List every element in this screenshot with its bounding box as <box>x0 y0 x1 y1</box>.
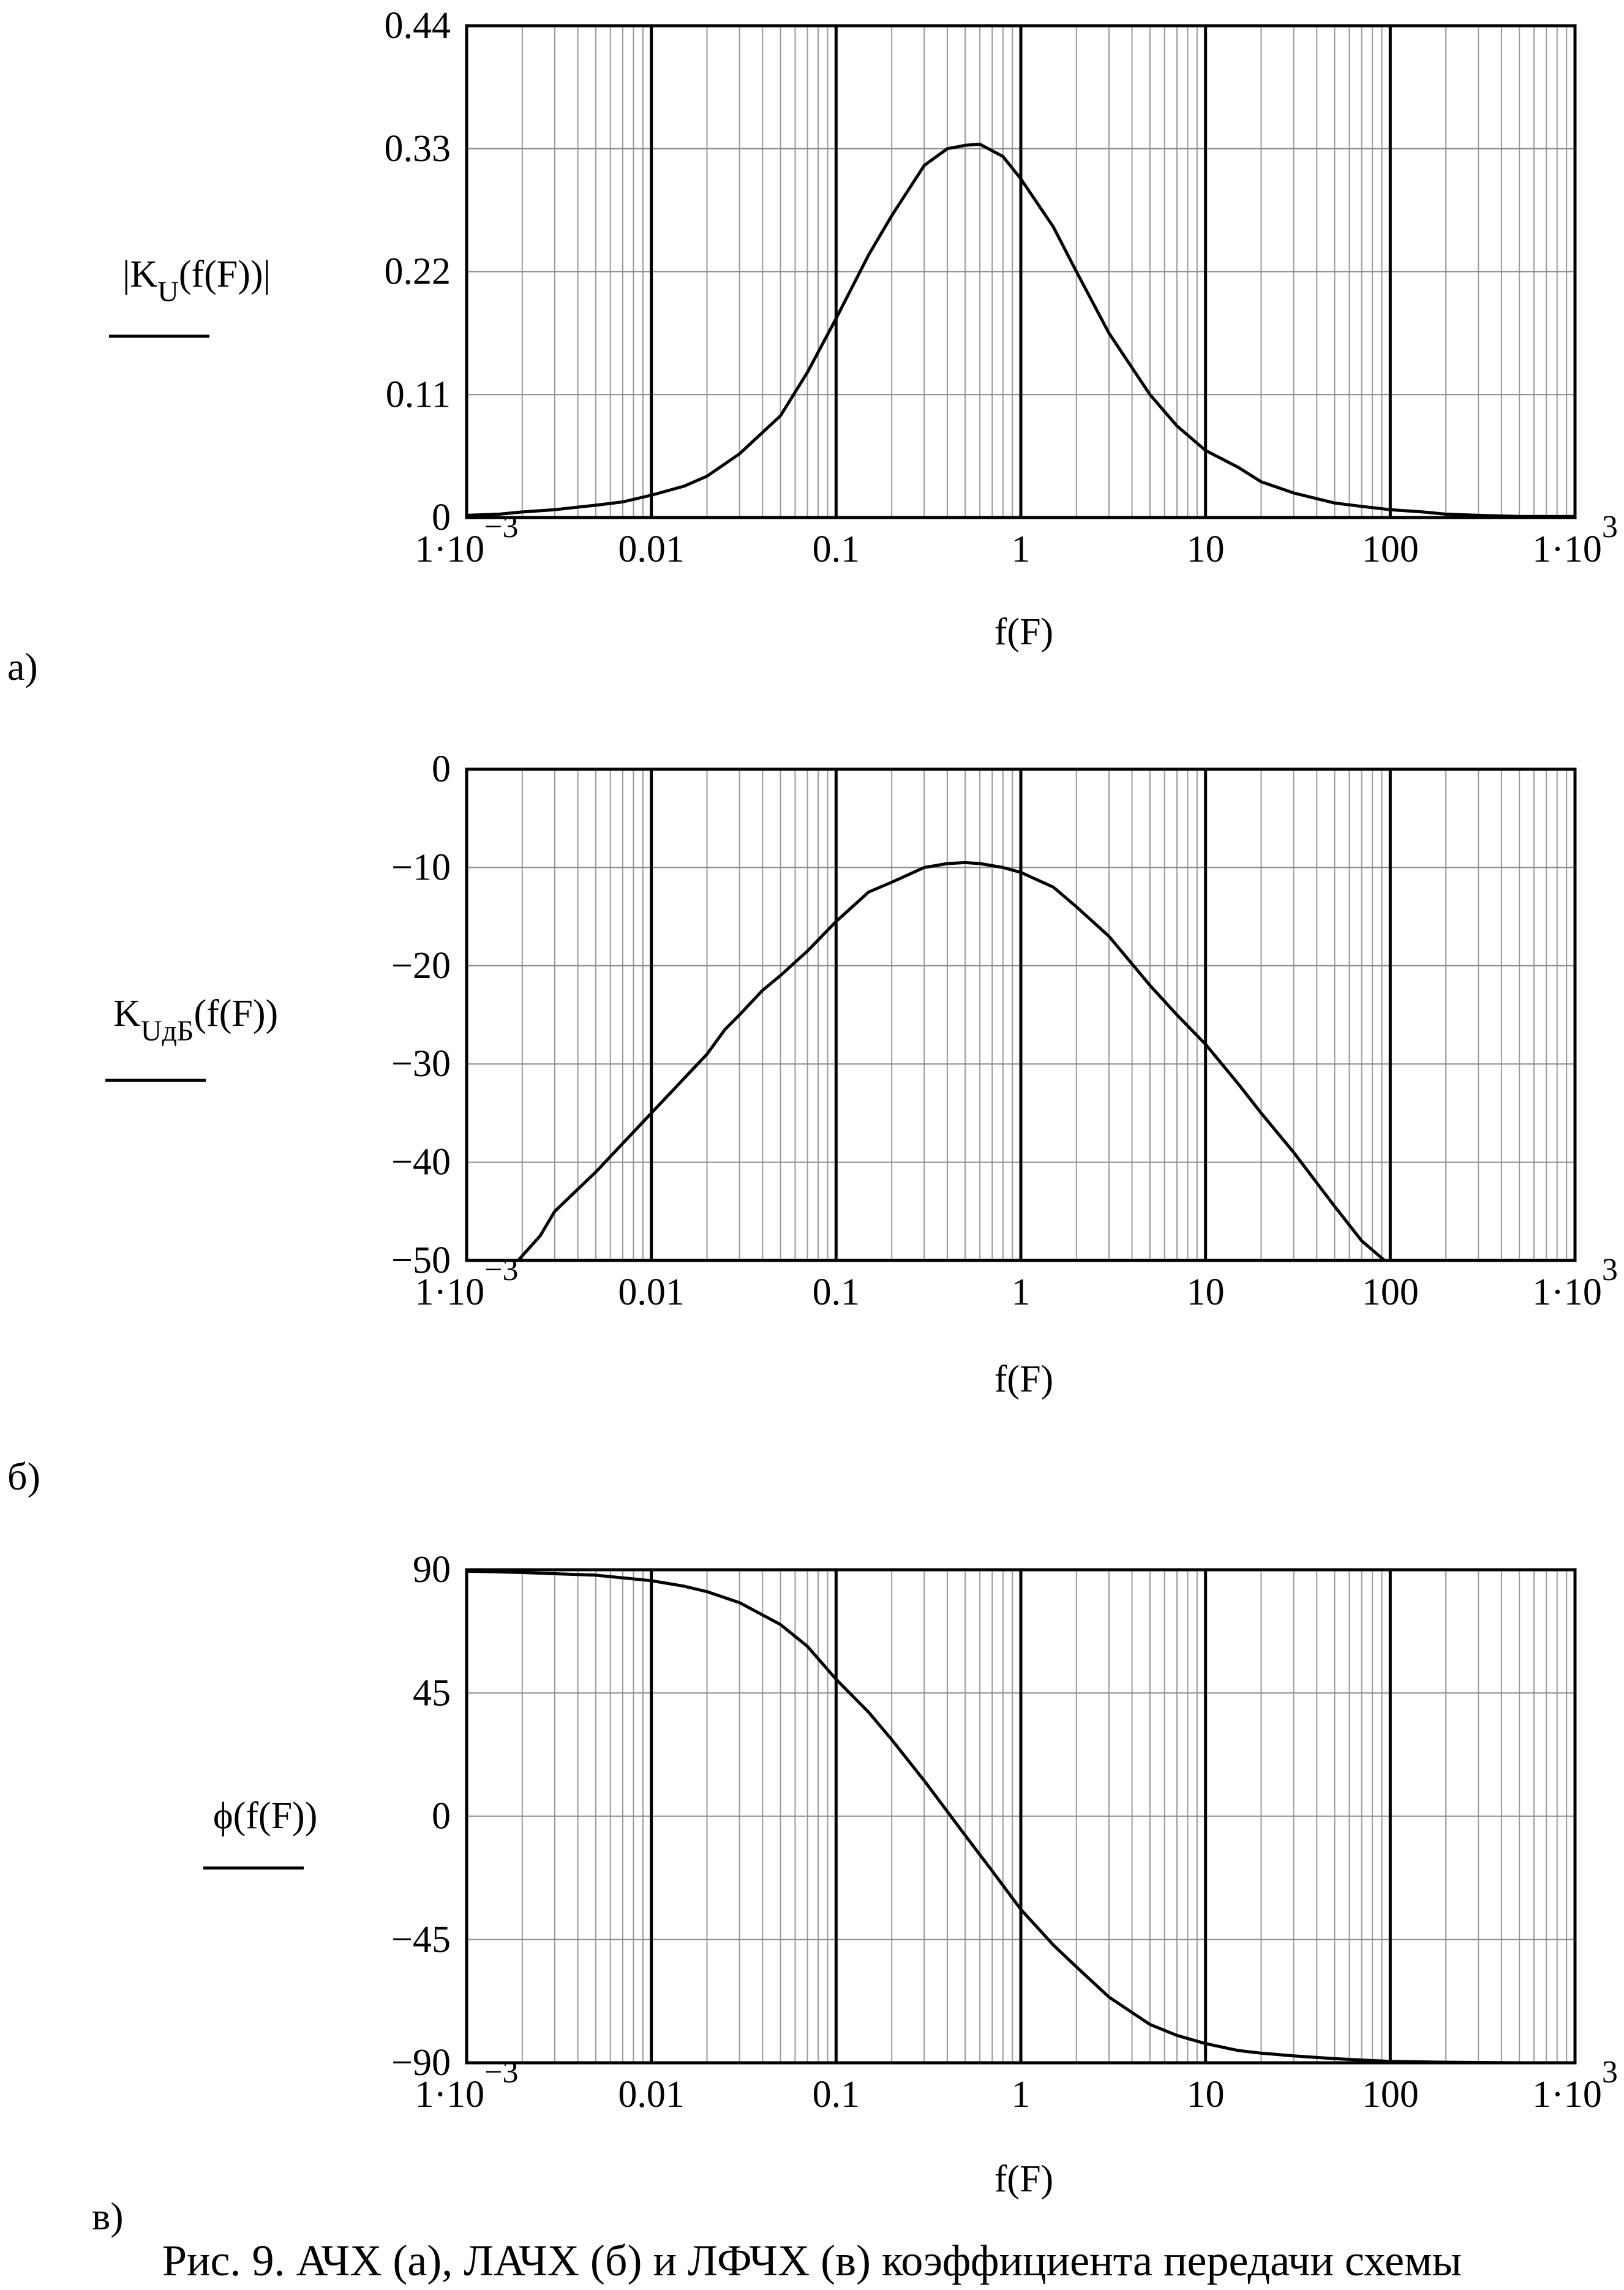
x-tick-label: 0.1 <box>813 2074 860 2115</box>
y-tick-label: −50 <box>391 1240 451 1281</box>
y-tick-label: −30 <box>391 1043 451 1085</box>
x-tick-label: 1 <box>1012 2074 1031 2115</box>
y-axis-label: |KU(f(F))| <box>122 254 271 308</box>
x-tick-label: 0.1 <box>813 1271 860 1313</box>
x-tick-label: 1 <box>1012 529 1031 570</box>
y-tick-label: 0 <box>432 748 451 790</box>
y-tick-label: −40 <box>391 1142 451 1183</box>
series-line <box>467 142 1575 518</box>
series-line <box>467 1570 1575 2063</box>
x-tick-label: 0.01 <box>618 2074 685 2115</box>
plot-frame <box>465 1568 1577 2065</box>
x-tick-label: 10 <box>1187 1271 1225 1313</box>
y-tick-label: −10 <box>391 846 451 888</box>
x-tick-label: 1 <box>1012 1271 1031 1313</box>
y-tick-label: 90 <box>413 1549 451 1591</box>
series-line <box>517 861 1387 1260</box>
y-tick-label: −45 <box>391 1919 451 1960</box>
plot-frame <box>465 24 1577 519</box>
x-tick-label: 100 <box>1362 1271 1419 1313</box>
y-tick-label: 0.44 <box>385 5 451 47</box>
y-axis-label: ϕ(f(F)) <box>213 1795 317 1837</box>
y-tick-label: 0.33 <box>385 128 451 170</box>
x-tick-label: 0.01 <box>618 529 685 570</box>
panel-label: в) <box>92 2194 124 2238</box>
plot-frame <box>465 767 1577 1262</box>
panel-label: а) <box>7 645 38 688</box>
x-tick-label: 10 <box>1187 529 1225 570</box>
y-tick-label: 0 <box>432 497 451 538</box>
chart-amplitude-response: 00.110.220.330.441·10−30.01 0.1 1 10 100 1·10… <box>7 5 1618 688</box>
y-tick-label: −20 <box>391 945 451 987</box>
x-axis-label: f(F) <box>994 611 1053 653</box>
x-tick-label: 100 <box>1362 529 1419 570</box>
x-axis-label: f(F) <box>994 2158 1053 2200</box>
y-axis-label: KUдБ(f(F)) <box>113 993 278 1047</box>
y-tick-label: −90 <box>391 2042 451 2084</box>
x-tick-label: 0.1 <box>813 529 860 570</box>
y-tick-label: 0.22 <box>385 251 451 293</box>
panel-label: б) <box>7 1455 40 1498</box>
y-tick-label: 45 <box>413 1672 451 1714</box>
x-tick-label: 0.01 <box>618 1271 685 1313</box>
y-tick-label: 0 <box>432 1796 451 1837</box>
figure-caption: Рис. 9. АЧХ (а), ЛАЧХ (б) и ЛФЧХ (в) коэ… <box>162 2236 1462 2285</box>
x-tick-label: 100 <box>1362 2074 1419 2115</box>
y-tick-label: 0.11 <box>386 374 451 415</box>
x-axis-label: f(F) <box>994 1358 1053 1400</box>
x-tick-label: 10 <box>1187 2074 1225 2115</box>
